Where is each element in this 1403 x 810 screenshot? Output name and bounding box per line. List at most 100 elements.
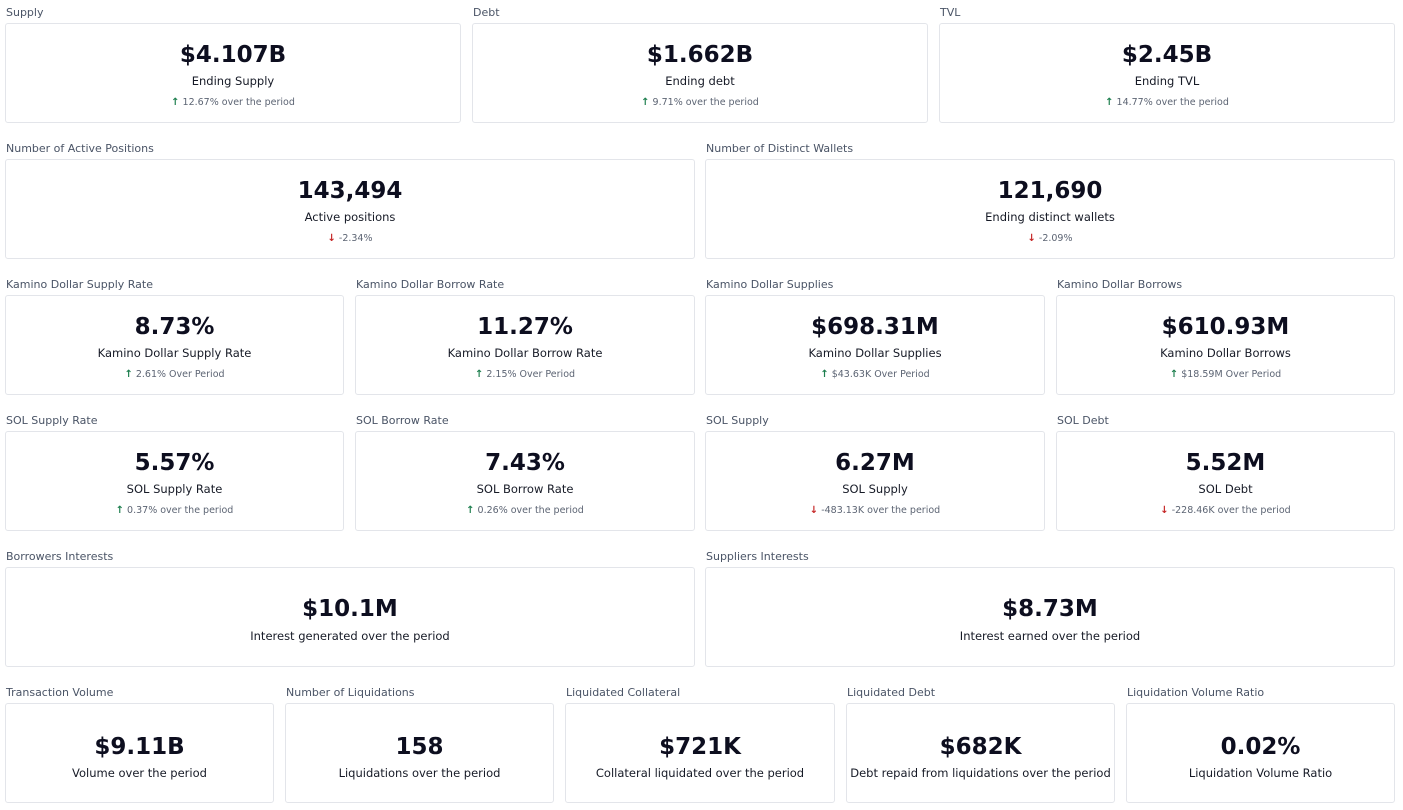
metric-card: 121,690 Ending distinct wallets ↓ -2.09% [705,159,1395,259]
tile-title: TVL [940,6,961,19]
metric-card: 5.52M SOL Debt ↓ -228.46K over the period [1056,431,1395,531]
metric-label: Debt repaid from liquidations over the p… [850,766,1111,780]
metric-label: Active positions [304,210,396,224]
metric-label: Collateral liquidated over the period [595,766,805,780]
delta-text: -2.34% [338,233,373,244]
metric-delta: ↑ 12.67% over the period [6,97,460,108]
metric-value: $610.93M [1161,314,1290,340]
tile-liquidated-collateral: Liquidated Collateral $721K Collateral l… [565,680,835,803]
metric-value: 5.52M [1185,450,1266,476]
tile-title: Kamino Dollar Supply Rate [6,278,154,291]
metric-label: Ending debt [665,74,735,88]
arrow-up-icon: ↑ [115,505,125,516]
arrow-up-icon: ↑ [466,505,475,516]
tile-debt: Debt $1.662B Ending debt ↑ 9.71% over the… [472,0,928,123]
metric-value: $4.107B [179,42,287,68]
tile-kamino-supply-rate: Kamino Dollar Supply Rate 8.73% Kamino D… [5,272,344,395]
metric-value: $721K [659,734,741,760]
arrow-down-icon: ↓ [1160,505,1169,516]
delta-text: -2.09% [1038,233,1073,244]
delta-text: $43.63K Over Period [831,369,930,380]
delta-text: 14.77% over the period [1116,97,1229,108]
metric-label: Kamino Dollar Borrows [1160,346,1291,360]
metric-card: $10.1M Interest generated over the perio… [5,567,695,667]
metric-card: 143,494 Active positions ↓ -2.34% [5,159,695,259]
arrow-up-icon: ↑ [1105,97,1114,108]
tile-title: SOL Debt [1057,414,1109,427]
tile-supply: Supply $4.107B Ending Supply ↑ 12.67% ove… [5,0,461,123]
metric-value: 7.43% [485,450,565,476]
metric-card: $721K Collateral liquidated over the per… [565,703,835,803]
metric-card: 0.02% Liquidation Volume Ratio [1126,703,1395,803]
metric-card: 5.57% SOL Supply Rate ↑ 0.37% over the pe… [5,431,344,531]
tile-title: Number of Active Positions [6,142,154,155]
metric-delta: ↓ -228.46K over the period [1057,505,1394,516]
metric-value: $9.11B [94,734,185,760]
metric-label: Interest earned over the period [959,629,1141,643]
metric-delta: ↑ 0.26% over the period [356,505,694,516]
metric-delta: ↑ $18.59M Over Period [1057,369,1394,380]
delta-text: $18.59M Over Period [1181,369,1282,380]
metric-delta: ↑ $43.63K Over Period [706,369,1044,380]
metric-label: Ending distinct wallets [985,210,1115,224]
metric-label: Kamino Dollar Supply Rate [97,346,252,360]
metric-value: 121,690 [997,178,1103,204]
delta-text: 2.61% Over Period [135,369,225,380]
arrow-down-icon: ↓ [809,505,819,516]
metric-value: $698.31M [811,314,939,340]
tile-active-positions: Number of Active Positions 143,494 Activ… [5,136,695,259]
delta-text: 9.71% over the period [652,97,759,108]
tile-title: SOL Supply [706,414,769,427]
tile-kamino-borrow-rate: Kamino Dollar Borrow Rate 11.27% Kamino … [355,272,695,395]
metric-card: $698.31M Kamino Dollar Supplies ↑ $43.63K… [705,295,1045,395]
metric-value: 5.57% [134,450,215,476]
metric-label: Liquidation Volume Ratio [1188,766,1333,780]
tile-sol-debt: SOL Debt 5.52M SOL Debt ↓ -228.46K over t… [1056,408,1395,531]
metric-card: $2.45B Ending TVL ↑ 14.77% over the perio… [939,23,1395,123]
metric-label: Kamino Dollar Borrow Rate [447,346,603,360]
arrow-up-icon: ↑ [474,369,484,380]
delta-text: 12.67% over the period [182,97,295,108]
tile-kamino-supplies: Kamino Dollar Supplies $698.31M Kamino D… [705,272,1045,395]
tile-title: Debt [473,6,500,19]
tile-title: Supply [6,6,44,19]
tile-title: Liquidated Collateral [566,686,681,699]
metric-card: 8.73% Kamino Dollar Supply Rate ↑ 2.61% O… [5,295,344,395]
tile-sol-supply-rate: SOL Supply Rate 5.57% SOL Supply Rate ↑ 0… [5,408,344,531]
tile-number-of-liquidations: Number of Liquidations 158 Liquidations … [285,680,554,803]
metric-card: 7.43% SOL Borrow Rate ↑ 0.26% over the pe… [355,431,695,531]
metric-label: SOL Debt [1198,482,1253,496]
tile-tvl: TVL $2.45B Ending TVL ↑ 14.77% over the p… [939,0,1395,123]
metric-card: $610.93M Kamino Dollar Borrows ↑ $18.59M … [1056,295,1395,395]
metric-delta: ↓ -483.13K over the period [706,505,1044,516]
delta-text: 0.26% over the period [477,505,584,516]
metric-delta: ↓ -2.34% [6,233,694,244]
metric-delta: ↑ 9.71% over the period [473,97,927,108]
metric-label: Volume over the period [72,766,207,780]
tile-sol-supply: SOL Supply 6.27M SOL Supply ↓ -483.13K ov… [705,408,1045,531]
metric-card: 6.27M SOL Supply ↓ -483.13K over the peri… [705,431,1045,531]
delta-text: -483.13K over the period [821,505,941,516]
metric-delta: ↓ -2.09% [706,233,1394,244]
arrow-up-icon: ↑ [1169,369,1179,380]
metric-label: Kamino Dollar Supplies [808,346,942,360]
tile-title: Number of Liquidations [286,686,415,699]
delta-text: 2.15% Over Period [486,369,576,380]
metric-card: $682K Debt repaid from liquidations over… [846,703,1115,803]
arrow-down-icon: ↓ [327,233,336,244]
arrow-up-icon: ↑ [641,97,650,108]
tile-title: Liquidation Volume Ratio [1127,686,1265,699]
metric-card: 11.27% Kamino Dollar Borrow Rate ↑ 2.15% … [355,295,695,395]
tile-title: Suppliers Interests [706,550,809,563]
metric-value: $1.662B [646,42,754,68]
metric-label: Liquidations over the period [338,766,501,780]
arrow-up-icon: ↑ [820,369,829,380]
tile-title: Kamino Dollar Borrows [1057,278,1183,291]
tile-title: Kamino Dollar Supplies [706,278,834,291]
arrow-up-icon: ↑ [171,97,180,108]
tile-title: Kamino Dollar Borrow Rate [356,278,505,291]
metric-card: $8.73M Interest earned over the period [705,567,1395,667]
metric-label: Ending Supply [191,74,275,88]
metric-card: $1.662B Ending debt ↑ 9.71% over the peri… [472,23,928,123]
metric-value: $682K [939,734,1022,760]
